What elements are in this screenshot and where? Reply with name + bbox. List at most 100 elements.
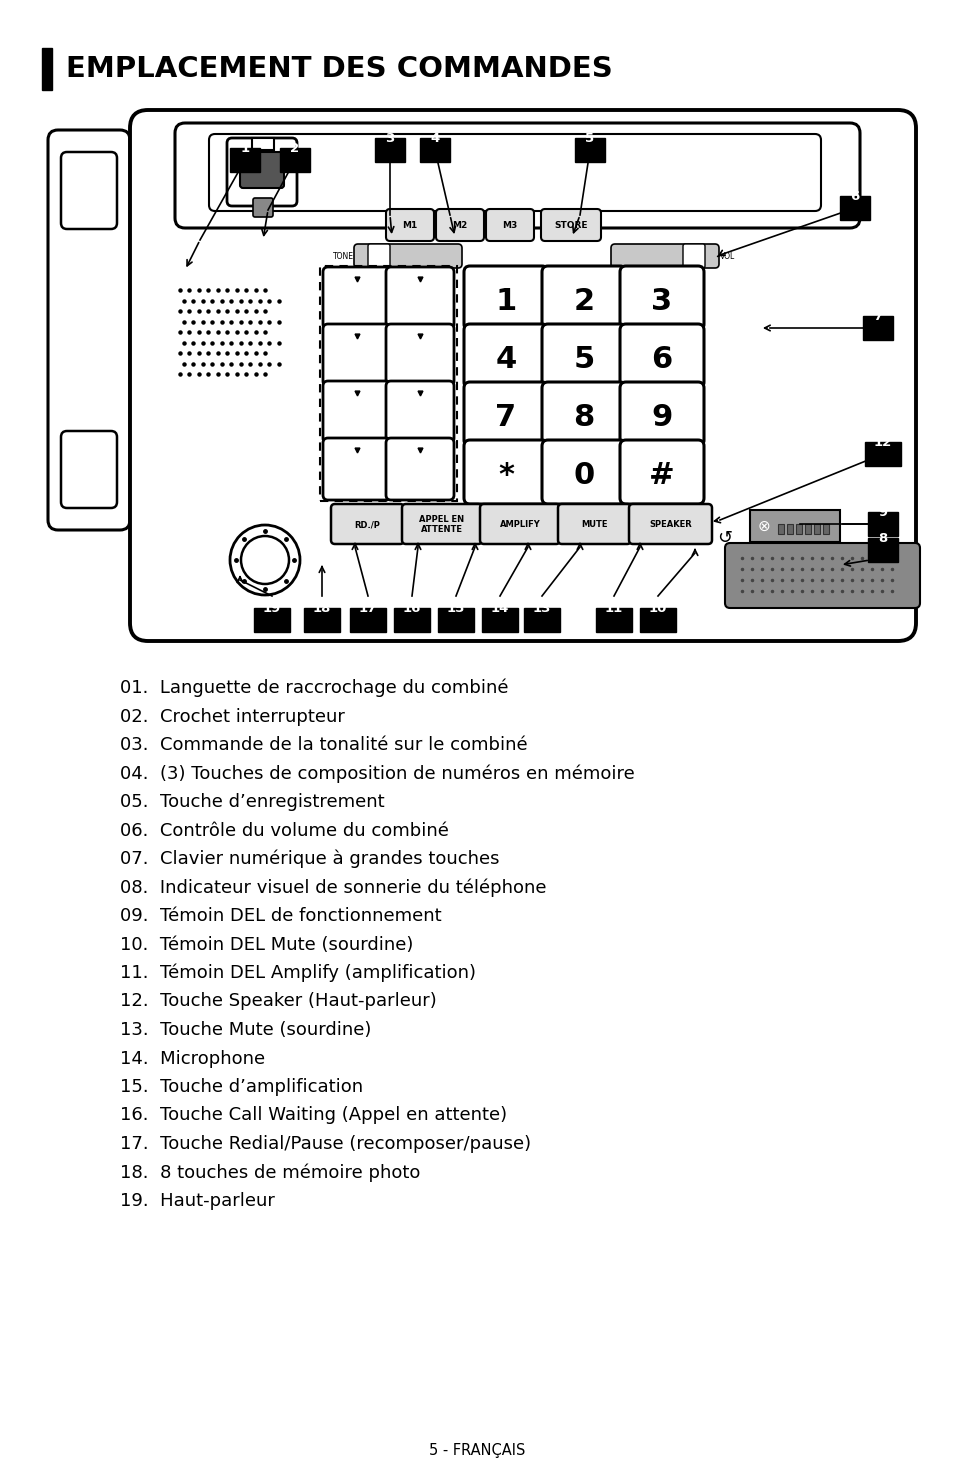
FancyBboxPatch shape xyxy=(619,382,703,445)
FancyBboxPatch shape xyxy=(227,139,296,207)
Bar xyxy=(862,316,892,341)
Text: APPEL EN
ATTENTE: APPEL EN ATTENTE xyxy=(419,515,464,534)
FancyBboxPatch shape xyxy=(253,198,273,217)
Bar xyxy=(394,608,430,631)
Text: 14.  Microphone: 14. Microphone xyxy=(120,1050,265,1068)
Text: RD./P: RD./P xyxy=(355,521,380,530)
Text: VOL: VOL xyxy=(720,252,735,261)
Bar xyxy=(596,608,631,631)
Text: 04.  (3) Touches de composition de numéros en mémoire: 04. (3) Touches de composition de numéro… xyxy=(120,764,634,783)
FancyBboxPatch shape xyxy=(174,122,859,229)
FancyBboxPatch shape xyxy=(436,209,483,240)
Bar xyxy=(795,524,801,534)
FancyBboxPatch shape xyxy=(61,152,117,229)
Text: 8: 8 xyxy=(878,531,886,544)
FancyBboxPatch shape xyxy=(386,381,454,442)
FancyBboxPatch shape xyxy=(207,131,822,212)
Text: 4: 4 xyxy=(430,131,439,145)
Text: 5: 5 xyxy=(585,131,594,145)
Bar xyxy=(786,524,792,534)
Bar xyxy=(375,139,405,162)
Text: 02.  Crochet interrupteur: 02. Crochet interrupteur xyxy=(120,708,345,726)
Text: AMPLIFY: AMPLIFY xyxy=(499,521,539,530)
FancyBboxPatch shape xyxy=(610,243,719,268)
Text: 2: 2 xyxy=(573,286,594,316)
Bar xyxy=(840,196,869,220)
FancyBboxPatch shape xyxy=(541,440,625,504)
Bar xyxy=(639,608,676,631)
Bar xyxy=(867,512,897,535)
Bar xyxy=(867,538,897,562)
Text: 11.  Témoin DEL Amplify (amplification): 11. Témoin DEL Amplify (amplification) xyxy=(120,963,476,982)
Text: 5: 5 xyxy=(573,345,594,373)
Text: M1: M1 xyxy=(402,221,417,230)
Text: 6: 6 xyxy=(849,189,859,202)
Text: 03.  Commande de la tonalité sur le combiné: 03. Commande de la tonalité sur le combi… xyxy=(120,736,527,754)
Bar xyxy=(804,524,810,534)
FancyBboxPatch shape xyxy=(323,438,391,500)
Bar xyxy=(230,148,260,173)
Bar xyxy=(304,608,339,631)
Text: 0: 0 xyxy=(573,460,594,490)
Text: 9: 9 xyxy=(878,506,886,519)
Text: 17.  Touche Redial/Pause (recomposer/pause): 17. Touche Redial/Pause (recomposer/paus… xyxy=(120,1134,531,1153)
Bar xyxy=(523,608,559,631)
Text: STORE: STORE xyxy=(554,221,587,230)
FancyBboxPatch shape xyxy=(463,266,547,330)
Bar xyxy=(481,608,517,631)
Text: 15.  Touche d’amplification: 15. Touche d’amplification xyxy=(120,1078,363,1096)
FancyBboxPatch shape xyxy=(479,504,559,544)
Text: ↺: ↺ xyxy=(717,530,732,547)
Text: 15: 15 xyxy=(446,602,465,615)
Bar xyxy=(350,608,386,631)
FancyBboxPatch shape xyxy=(401,504,481,544)
FancyBboxPatch shape xyxy=(485,209,534,240)
Circle shape xyxy=(241,535,289,584)
Text: 4: 4 xyxy=(495,345,517,373)
Bar xyxy=(253,608,290,631)
FancyBboxPatch shape xyxy=(240,152,284,187)
Text: 19: 19 xyxy=(263,602,281,615)
Text: 10.  Témoin DEL Mute (sourdine): 10. Témoin DEL Mute (sourdine) xyxy=(120,935,413,953)
Text: #: # xyxy=(648,460,674,490)
Bar xyxy=(42,49,52,90)
FancyBboxPatch shape xyxy=(323,324,391,386)
Text: 06.  Contrôle du volume du combiné: 06. Contrôle du volume du combiné xyxy=(120,822,449,839)
Text: 16.  Touche Call Waiting (Appel en attente): 16. Touche Call Waiting (Appel en attent… xyxy=(120,1106,507,1124)
Text: EMPLACEMENT DES COMMANDES: EMPLACEMENT DES COMMANDES xyxy=(66,55,612,83)
FancyBboxPatch shape xyxy=(682,243,704,268)
Text: ⊗: ⊗ xyxy=(757,519,770,534)
Text: M2: M2 xyxy=(452,221,467,230)
FancyBboxPatch shape xyxy=(386,209,434,240)
FancyBboxPatch shape xyxy=(541,266,625,330)
FancyBboxPatch shape xyxy=(463,324,547,388)
Circle shape xyxy=(230,525,299,594)
Text: 11: 11 xyxy=(604,602,622,615)
FancyBboxPatch shape xyxy=(540,209,600,240)
FancyBboxPatch shape xyxy=(368,243,390,268)
Bar xyxy=(864,442,900,466)
FancyBboxPatch shape xyxy=(628,504,711,544)
Bar xyxy=(280,148,310,173)
FancyBboxPatch shape xyxy=(619,266,703,330)
Bar xyxy=(822,524,828,534)
Text: 10: 10 xyxy=(648,602,666,615)
Text: 7: 7 xyxy=(873,310,882,323)
Bar xyxy=(813,524,820,534)
Text: 07.  Clavier numérique à grandes touches: 07. Clavier numérique à grandes touches xyxy=(120,850,499,869)
FancyBboxPatch shape xyxy=(541,324,625,388)
Text: 3: 3 xyxy=(651,286,672,316)
FancyBboxPatch shape xyxy=(331,504,403,544)
Text: SPEAKER: SPEAKER xyxy=(648,521,691,530)
Text: 18.  8 touches de mémoire photo: 18. 8 touches de mémoire photo xyxy=(120,1164,420,1181)
FancyBboxPatch shape xyxy=(541,382,625,445)
FancyBboxPatch shape xyxy=(463,382,547,445)
FancyBboxPatch shape xyxy=(323,381,391,442)
Text: 14: 14 xyxy=(490,602,509,615)
Bar xyxy=(419,139,450,162)
Text: 1: 1 xyxy=(495,286,517,316)
Text: 13: 13 xyxy=(533,602,551,615)
Text: 19.  Haut-parleur: 19. Haut-parleur xyxy=(120,1192,274,1210)
Text: 12.  Touche Speaker (Haut-parleur): 12. Touche Speaker (Haut-parleur) xyxy=(120,993,436,1010)
Text: 6: 6 xyxy=(651,345,672,373)
